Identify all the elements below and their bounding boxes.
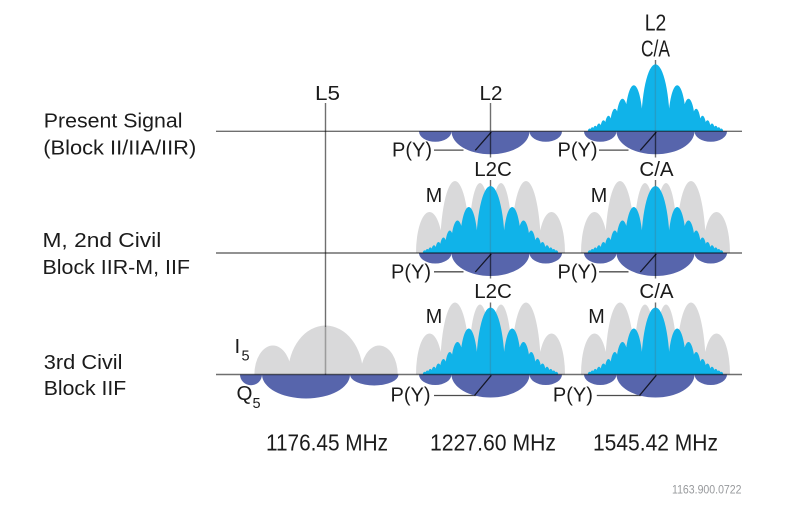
svg-text:L2: L2	[645, 10, 667, 36]
svg-text:C/A: C/A	[641, 35, 670, 61]
svg-text:C/A: C/A	[639, 158, 674, 181]
svg-text:Q: Q	[237, 382, 253, 405]
svg-text:M: M	[591, 184, 608, 207]
svg-text:Present Signal: Present Signal	[44, 110, 183, 133]
svg-text:3rd Civil: 3rd Civil	[44, 351, 123, 374]
svg-text:Block IIF: Block IIF	[44, 377, 127, 400]
svg-text:L2: L2	[480, 82, 503, 105]
svg-text:5: 5	[242, 349, 250, 365]
svg-text:P(Y): P(Y)	[391, 260, 431, 283]
svg-text:C/A: C/A	[639, 280, 674, 303]
svg-text:1227.60 MHz: 1227.60 MHz	[430, 430, 556, 456]
svg-text:P(Y): P(Y)	[558, 260, 598, 283]
svg-text:Block IIR-M, IIF: Block IIR-M, IIF	[43, 256, 190, 279]
svg-text:(Block II/IIA/IIR): (Block II/IIA/IIR)	[43, 137, 196, 160]
svg-text:M: M	[426, 184, 443, 207]
svg-text:P(Y): P(Y)	[391, 384, 431, 407]
svg-text:I: I	[235, 335, 241, 358]
svg-text:L5: L5	[315, 82, 340, 105]
svg-text:1163.900.0722: 1163.900.0722	[672, 483, 742, 497]
svg-text:1176.45 MHz: 1176.45 MHz	[266, 430, 388, 456]
svg-text:P(Y): P(Y)	[558, 138, 598, 161]
svg-text:1545.42 MHz: 1545.42 MHz	[593, 430, 718, 456]
svg-text:P(Y): P(Y)	[553, 384, 593, 407]
svg-text:L2C: L2C	[474, 158, 512, 181]
svg-text:M: M	[426, 305, 443, 328]
svg-text:5: 5	[253, 396, 261, 412]
svg-text:M, 2nd Civil: M, 2nd Civil	[43, 229, 162, 252]
svg-text:P(Y): P(Y)	[392, 138, 432, 161]
svg-text:L2C: L2C	[474, 280, 512, 303]
svg-text:M: M	[588, 305, 605, 328]
